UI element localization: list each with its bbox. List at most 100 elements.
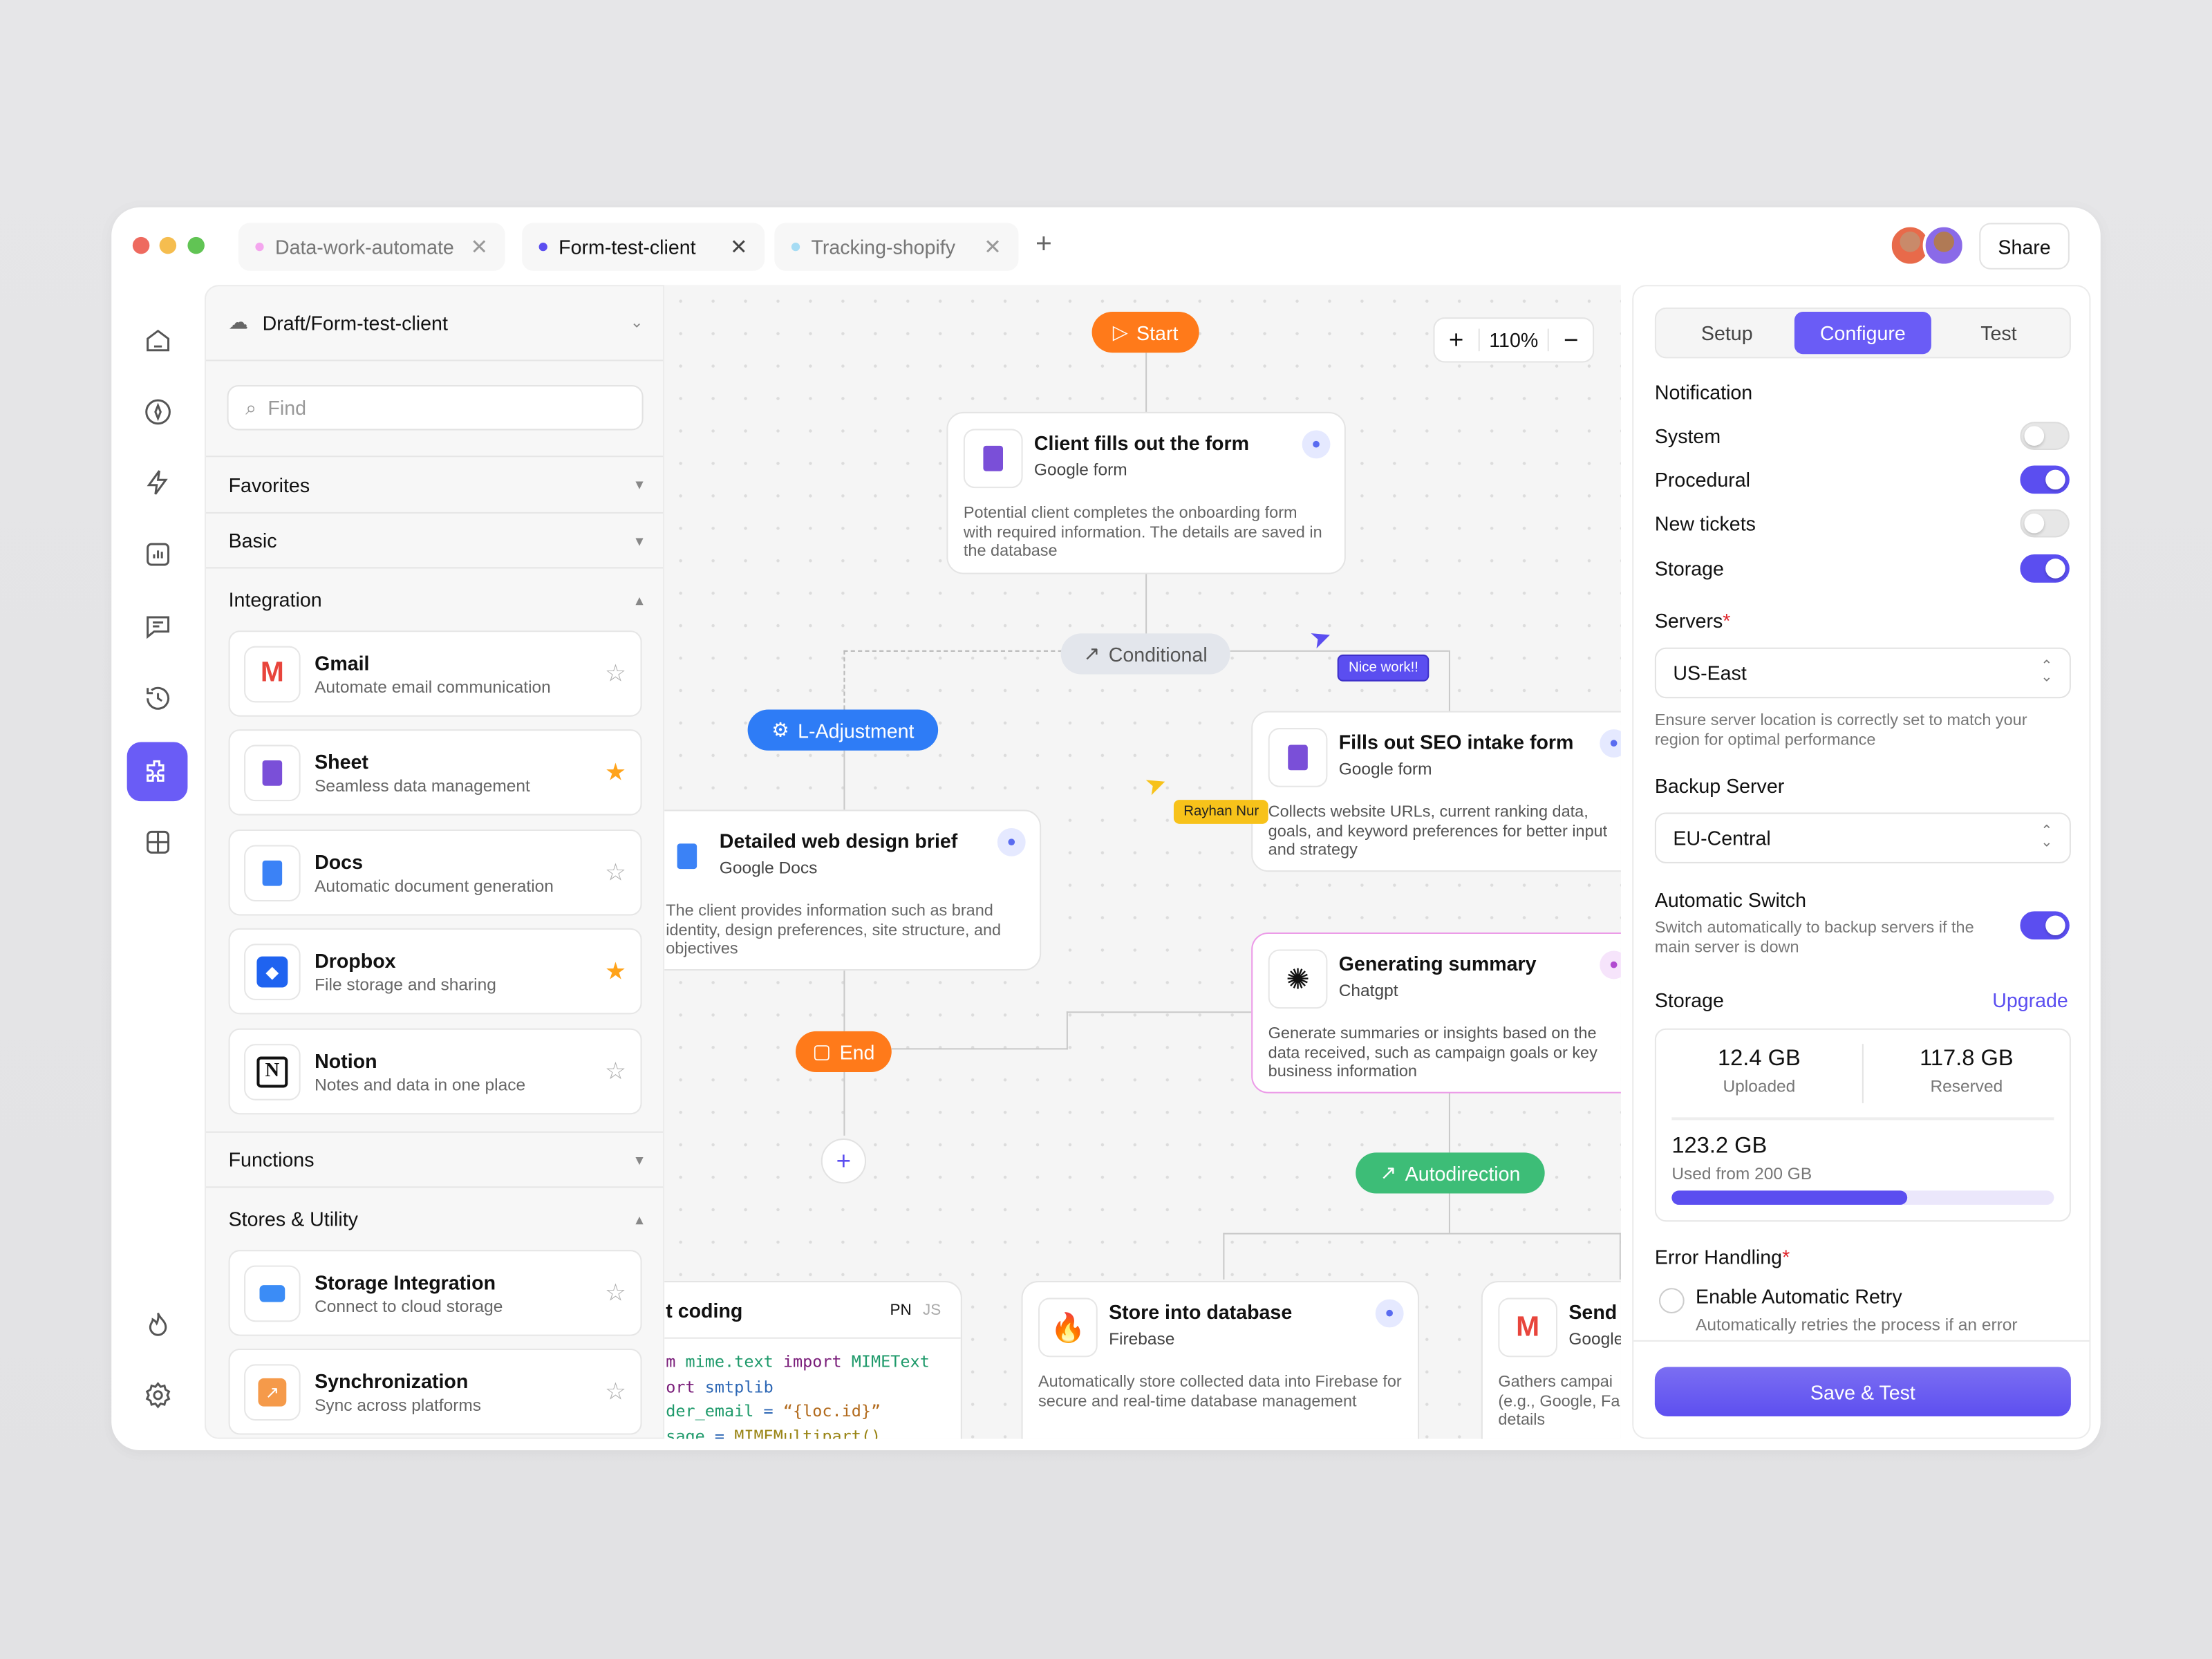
arrow-up-right-icon: ↗ <box>1083 641 1100 665</box>
user-icon[interactable]: ● <box>1600 729 1621 758</box>
gmail-icon: M <box>244 645 301 702</box>
item-subtitle: Automatic document generation <box>315 875 554 895</box>
integration-sheet[interactable]: Sheet Seamless data management ★ <box>228 729 642 816</box>
tab-dot <box>791 243 800 252</box>
lang-tab-pn[interactable]: PN <box>890 1301 912 1319</box>
server-select[interactable]: US-East ⌃ ⌄ <box>1654 647 2071 699</box>
synchronization-item[interactable]: ↗ Synchronization Sync across platforms ☆ <box>228 1349 642 1435</box>
backup-server-select[interactable]: EU-Central ⌃ ⌄ <box>1654 812 2071 863</box>
user-icon[interactable]: ● <box>1375 1299 1404 1328</box>
l-adjustment-node[interactable]: ⚙ L-Adjustment <box>747 709 939 751</box>
adjust-icon: ⚙ <box>771 718 789 741</box>
tab-test[interactable]: Test <box>1980 321 2017 344</box>
star-icon[interactable]: ☆ <box>604 1057 627 1085</box>
maximize-window-button[interactable] <box>187 236 205 254</box>
chevron-up-icon: ▴ <box>635 1211 644 1228</box>
section-favorites[interactable]: Favorites ▾ <box>205 456 664 512</box>
end-label: End <box>839 1040 875 1063</box>
upgrade-link[interactable]: Upgrade <box>1992 988 2068 1012</box>
procedural-toggle[interactable] <box>2020 465 2070 494</box>
save-test-button[interactable]: Save & Test <box>1654 1367 2071 1416</box>
divider <box>1633 1340 2090 1342</box>
user-icon[interactable]: ● <box>1600 950 1621 980</box>
zoom-out-button[interactable]: − <box>1564 325 1579 354</box>
cloud-icon: ☁ <box>228 310 249 333</box>
close-tab-icon[interactable]: ✕ <box>729 235 748 260</box>
tab-setup[interactable]: Setup <box>1700 321 1753 344</box>
share-button[interactable]: Share <box>1979 223 2070 270</box>
star-filled-icon[interactable]: ★ <box>604 758 627 785</box>
star-icon[interactable]: ☆ <box>604 1377 627 1405</box>
close-window-button[interactable] <box>132 236 150 254</box>
tab-data-work-automate[interactable]: Data-work-automate ✕ <box>238 223 505 271</box>
gear-icon[interactable] <box>140 1377 176 1414</box>
flame-icon[interactable] <box>140 1306 176 1343</box>
history-icon[interactable] <box>140 680 176 717</box>
node-client-form[interactable]: Client fills out the form Google form ● P… <box>946 411 1346 574</box>
autodirection-node[interactable]: ↗ Autodirection <box>1356 1152 1545 1194</box>
conditional-node[interactable]: ↗ Conditional <box>1060 633 1230 675</box>
tab-form-test-client[interactable]: Form-test-client ✕ <box>522 223 765 271</box>
node-description: Automatically store collected data into … <box>1038 1374 1402 1410</box>
section-functions[interactable]: Functions ▾ <box>205 1131 664 1188</box>
star-filled-icon[interactable]: ★ <box>604 957 627 984</box>
zoom-in-button[interactable]: + <box>1448 325 1464 354</box>
section-label: Integration <box>228 588 322 611</box>
close-tab-icon[interactable]: ✕ <box>470 235 489 260</box>
storage-integration-item[interactable]: Storage Integration Connect to cloud stor… <box>228 1250 642 1336</box>
automatic-switch-toggle[interactable] <box>2020 911 2070 940</box>
user-icon[interactable]: ● <box>997 827 1026 856</box>
node-generating-summary[interactable]: ✺ Generating summary Chatgpt ● Generate su… <box>1251 932 1621 1094</box>
star-icon[interactable]: ☆ <box>604 1278 627 1306</box>
search-input[interactable]: ⌕ Find <box>227 385 644 431</box>
bolt-icon[interactable] <box>140 464 176 500</box>
lang-tab-js[interactable]: JS <box>923 1301 941 1319</box>
star-icon[interactable]: ☆ <box>604 659 627 686</box>
chat-icon[interactable] <box>140 608 176 645</box>
explore-icon[interactable] <box>140 393 176 430</box>
tab-tracking-shopify[interactable]: Tracking-shopify ✕ <box>774 223 1019 271</box>
item-subtitle: Connect to cloud storage <box>315 1295 503 1316</box>
section-stores-utility[interactable]: Stores & Utility ▴ <box>206 1190 663 1247</box>
section-basic[interactable]: Basic ▾ <box>205 512 664 569</box>
docs-icon <box>244 844 301 901</box>
node-description: Collects website URLs, current ranking d… <box>1268 804 1608 859</box>
project-selector[interactable]: ☁ Draft/Form-test-client ⌄ <box>229 310 644 335</box>
sheet-icon <box>244 744 301 801</box>
notion-icon: N <box>244 1043 301 1100</box>
section-integration[interactable]: Integration ▴ <box>206 572 663 628</box>
end-node[interactable]: ▢ End <box>796 1031 892 1073</box>
chevron-down-icon: ▾ <box>635 532 644 550</box>
minimize-window-button[interactable] <box>159 236 177 254</box>
tab-configure[interactable]: Configure <box>1794 312 1931 355</box>
connector <box>1448 1091 1450 1153</box>
add-tab-button[interactable]: + <box>1035 228 1052 260</box>
node-design-brief[interactable]: Detailed web design brief Google Docs ● T… <box>664 809 1042 971</box>
add-node-button[interactable]: + <box>821 1138 867 1184</box>
integration-gmail[interactable]: M Gmail Automate email communication ☆ <box>228 630 642 717</box>
node-send-email[interactable]: M Send a Google Gathers campai (e.g., Goog… <box>1481 1281 1621 1439</box>
chart-icon[interactable] <box>140 536 176 573</box>
node-store-database[interactable]: 🔥 Store into database Firebase ● Automatic… <box>1021 1281 1420 1439</box>
retry-checkbox[interactable] <box>1658 1288 1685 1313</box>
close-tab-icon[interactable]: ✕ <box>984 235 1002 260</box>
connector <box>843 969 845 1031</box>
workflow-canvas[interactable]: +110% − ▷ Start Client fills out the form G… <box>664 285 1621 1439</box>
grid-icon[interactable] <box>140 824 176 861</box>
system-toggle[interactable] <box>2020 422 2070 451</box>
integration-dropbox[interactable]: ◆ Dropbox File storage and sharing ★ <box>228 928 642 1015</box>
avatar[interactable] <box>1922 224 1965 267</box>
storage-toggle[interactable] <box>2020 554 2070 583</box>
integration-notion[interactable]: N Notion Notes and data in one place ☆ <box>228 1028 642 1115</box>
integration-docs[interactable]: Docs Automatic document generation ☆ <box>228 829 642 916</box>
node-seo-form[interactable]: Fills out SEO intake form Google form ● C… <box>1251 711 1621 872</box>
node-coding[interactable]: t coding PN JS m mime.text import MIMETe… <box>664 1281 962 1439</box>
tab-label: Data-work-automate <box>274 235 454 259</box>
new-tickets-toggle[interactable] <box>2020 509 2070 538</box>
home-icon[interactable] <box>140 321 176 358</box>
star-icon[interactable]: ☆ <box>604 858 627 885</box>
integrations-icon[interactable] <box>140 753 176 790</box>
start-node[interactable]: ▷ Start <box>1091 312 1199 353</box>
node-description: Potential client completes the onboardin… <box>963 505 1322 561</box>
user-icon[interactable]: ● <box>1302 430 1331 459</box>
